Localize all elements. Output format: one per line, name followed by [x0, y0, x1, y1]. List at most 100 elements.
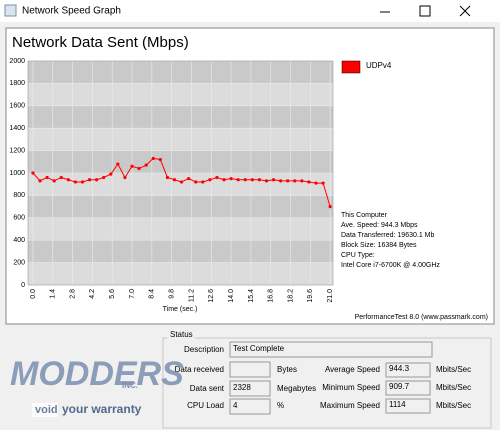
y-tick-label: 400 — [13, 237, 25, 244]
plot-area: 0 200 400 600 800 1000 1200 1400 1600 1800 2000 0.0… — [9, 58, 440, 303]
plot-band — [28, 83, 333, 106]
chart-title: Network Data Sent (Mbps) — [12, 34, 189, 51]
info-line: Block Size: 16384 Bytes — [341, 242, 417, 249]
y-tick-label: 1600 — [9, 103, 25, 110]
data-point — [95, 178, 99, 182]
data-point — [38, 179, 42, 183]
info-line: This Computer — [341, 212, 388, 219]
speed-unit: Mbits/Sec — [436, 365, 471, 374]
data-received-label: Data received — [175, 365, 224, 374]
plot-band — [28, 105, 333, 129]
data-received-unit: Bytes — [277, 365, 297, 374]
plot-band — [28, 262, 333, 285]
data-point — [271, 178, 276, 182]
cpu-load-value: 4 — [233, 401, 238, 410]
data-point — [215, 175, 219, 180]
data-point — [165, 175, 170, 180]
data-point — [286, 179, 290, 183]
data-point — [130, 164, 134, 168]
watermark-slogan-box-text: void — [35, 404, 58, 416]
minimum-speed-value: 909.7 — [389, 382, 410, 391]
x-tick-label: 16.8 — [268, 289, 275, 303]
cpu-load-label: CPU Load — [187, 401, 224, 410]
data-point — [222, 178, 226, 182]
data-sent-unit: Megabytes — [277, 384, 316, 393]
x-tick-label: 12.6 — [208, 289, 215, 303]
window-title: Network Speed Graph — [22, 6, 121, 17]
data-point — [66, 178, 70, 182]
plot-band — [28, 195, 333, 218]
data-point — [243, 178, 247, 182]
x-tick-label: 15.4 — [248, 289, 255, 303]
x-tick-label: 4.2 — [89, 289, 96, 299]
x-tick-label: 1.4 — [50, 289, 57, 299]
x-tick-label: 5.6 — [109, 289, 116, 299]
y-tick-label: 1000 — [9, 170, 25, 177]
description-value: Test Complete — [233, 344, 285, 353]
x-tick-label: 0.0 — [30, 289, 37, 299]
data-point — [236, 178, 240, 182]
x-tick-label: 21.0 — [327, 289, 334, 303]
speed-unit: Mbits/Sec — [436, 383, 471, 392]
data-point — [279, 179, 283, 183]
data-point — [87, 178, 92, 182]
data-point — [314, 181, 318, 185]
cpu-load-unit: % — [277, 401, 284, 410]
x-tick-label: 19.6 — [307, 289, 314, 303]
legend-label: UDPv4 — [366, 61, 392, 70]
average-speed-value: 944.3 — [389, 364, 410, 373]
x-axis-label: Time (sec.) — [163, 306, 198, 313]
x-tick-label: 14.0 — [228, 289, 235, 303]
data-point — [187, 177, 191, 181]
data-point — [264, 179, 269, 183]
data-point — [179, 180, 184, 184]
data-point — [45, 175, 49, 180]
maximum-speed-value: 1114 — [389, 400, 406, 409]
y-tick-label: 1800 — [9, 80, 25, 87]
y-tick-label: 800 — [13, 192, 25, 199]
speed-unit: Mbits/Sec — [436, 401, 471, 410]
data-point — [321, 181, 325, 185]
maximum-speed-field — [385, 398, 431, 414]
info-line: CPU Type: — [341, 252, 375, 259]
info-line: Ave. Speed: 944.3 Mbps — [341, 222, 418, 229]
data-point — [80, 180, 85, 184]
x-tick-label: 18.2 — [287, 289, 294, 303]
data-point — [257, 178, 262, 182]
data-point — [116, 162, 120, 166]
close-button[interactable] — [459, 5, 471, 17]
x-tick-label: 9.8 — [168, 289, 175, 299]
status-title-bg — [167, 330, 195, 340]
data-point — [137, 166, 141, 171]
data-point — [73, 180, 78, 184]
y-tick-label: 1400 — [9, 125, 25, 132]
info-line: Data Transferred: 19630.1 Mb — [341, 232, 434, 239]
cpu-load-field — [229, 398, 271, 415]
description-field — [229, 341, 433, 358]
data-point — [300, 179, 304, 183]
minimum-speed-field — [385, 380, 431, 396]
average-speed-field — [385, 362, 431, 378]
data-point — [229, 177, 233, 181]
x-tick-label: 11.2 — [188, 289, 195, 302]
maximize-button[interactable] — [419, 5, 431, 17]
data-point — [208, 178, 212, 182]
y-tick-label: 200 — [13, 259, 25, 266]
data-point — [293, 179, 297, 183]
x-tick-label: 7.0 — [129, 289, 136, 299]
data-sent-value: 2328 — [233, 383, 251, 392]
minimum-speed-label: Minimum Speed — [322, 383, 380, 392]
data-point — [102, 175, 106, 180]
title-bar — [0, 0, 500, 22]
legend-swatch — [341, 60, 361, 74]
app-icon — [4, 4, 17, 17]
data-point — [328, 205, 332, 209]
data-point — [151, 156, 155, 161]
status-title: Status — [170, 330, 193, 339]
x-tick-label: 8.4 — [149, 289, 156, 299]
data-point — [307, 180, 311, 184]
watermark-slogan-box — [32, 403, 58, 417]
data-point — [123, 175, 127, 180]
data-sent-label: Data sent — [190, 384, 225, 393]
description-label: Description — [184, 345, 224, 354]
